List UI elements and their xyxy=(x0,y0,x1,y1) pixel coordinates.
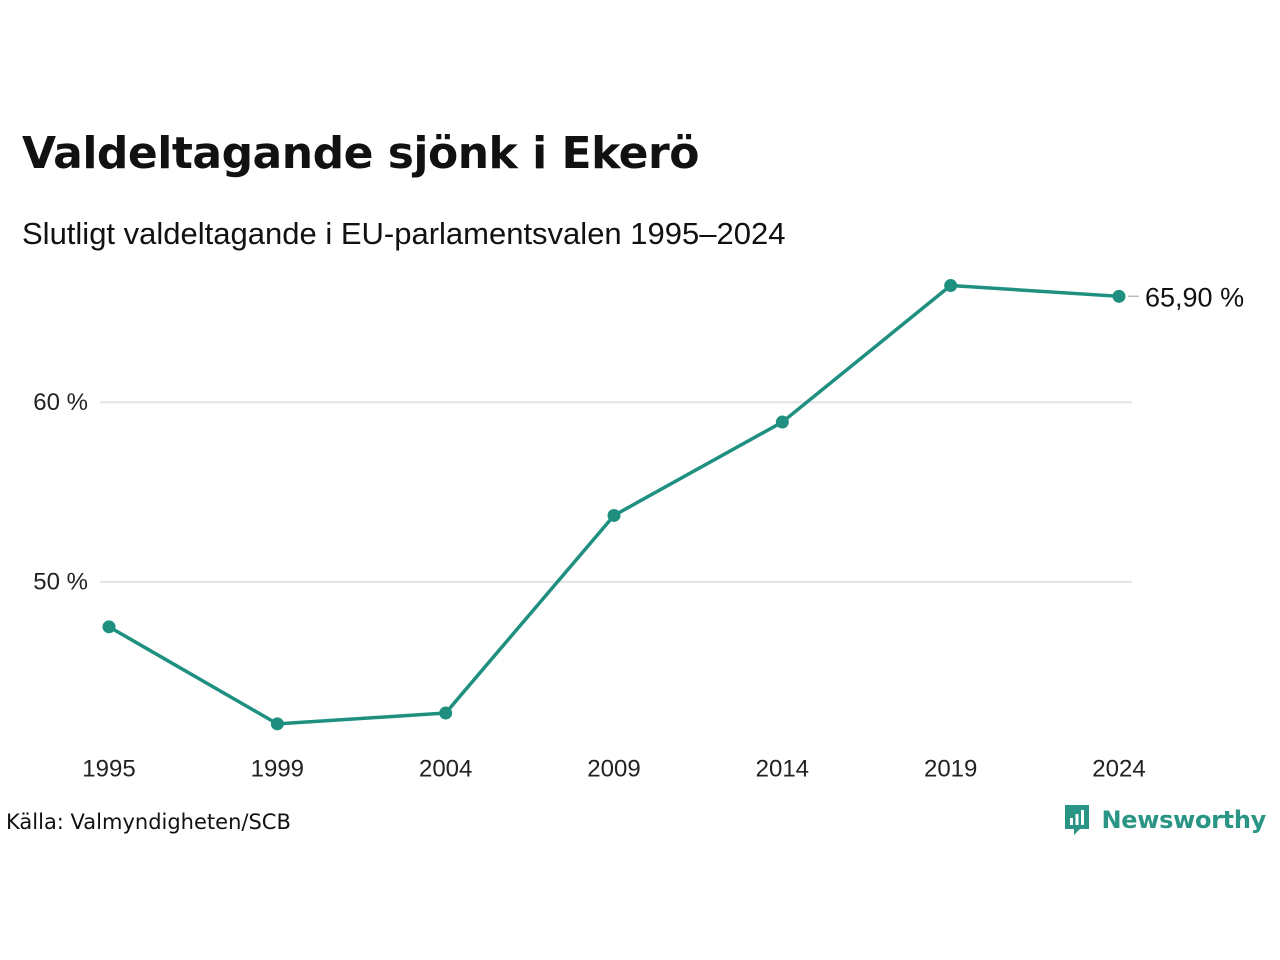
x-tick-label: 1999 xyxy=(251,756,304,783)
data-point xyxy=(775,415,789,429)
y-tick-label: 60 % xyxy=(33,389,88,416)
brand-name: Newsworthy xyxy=(1101,806,1266,834)
x-tick-label: 2014 xyxy=(756,756,809,783)
x-tick-label: 2019 xyxy=(924,756,977,783)
x-tick-label: 2024 xyxy=(1092,756,1145,783)
x-tick-label: 2009 xyxy=(587,756,640,783)
brand-logo: Newsworthy xyxy=(1063,803,1266,837)
y-tick-label: 50 % xyxy=(33,568,88,595)
data-point xyxy=(944,279,958,293)
end-value-label: 65,90 % xyxy=(1145,282,1244,312)
chart-subtitle: Slutligt valdeltagande i EU-parlamentsva… xyxy=(22,216,786,251)
data-point xyxy=(270,717,284,731)
data-point xyxy=(102,620,116,634)
newsworthy-logo-icon xyxy=(1065,805,1090,835)
source-note: Källa: Valmyndigheten/SCB xyxy=(6,810,291,834)
x-tick-label: 2004 xyxy=(419,756,472,783)
data-point xyxy=(607,508,621,522)
chart-title: Valdeltagande sjönk i Ekerö xyxy=(22,128,699,179)
data-point xyxy=(1112,289,1126,303)
x-tick-label: 1995 xyxy=(82,756,135,783)
series-line xyxy=(107,283,1121,726)
data-point xyxy=(439,706,453,720)
